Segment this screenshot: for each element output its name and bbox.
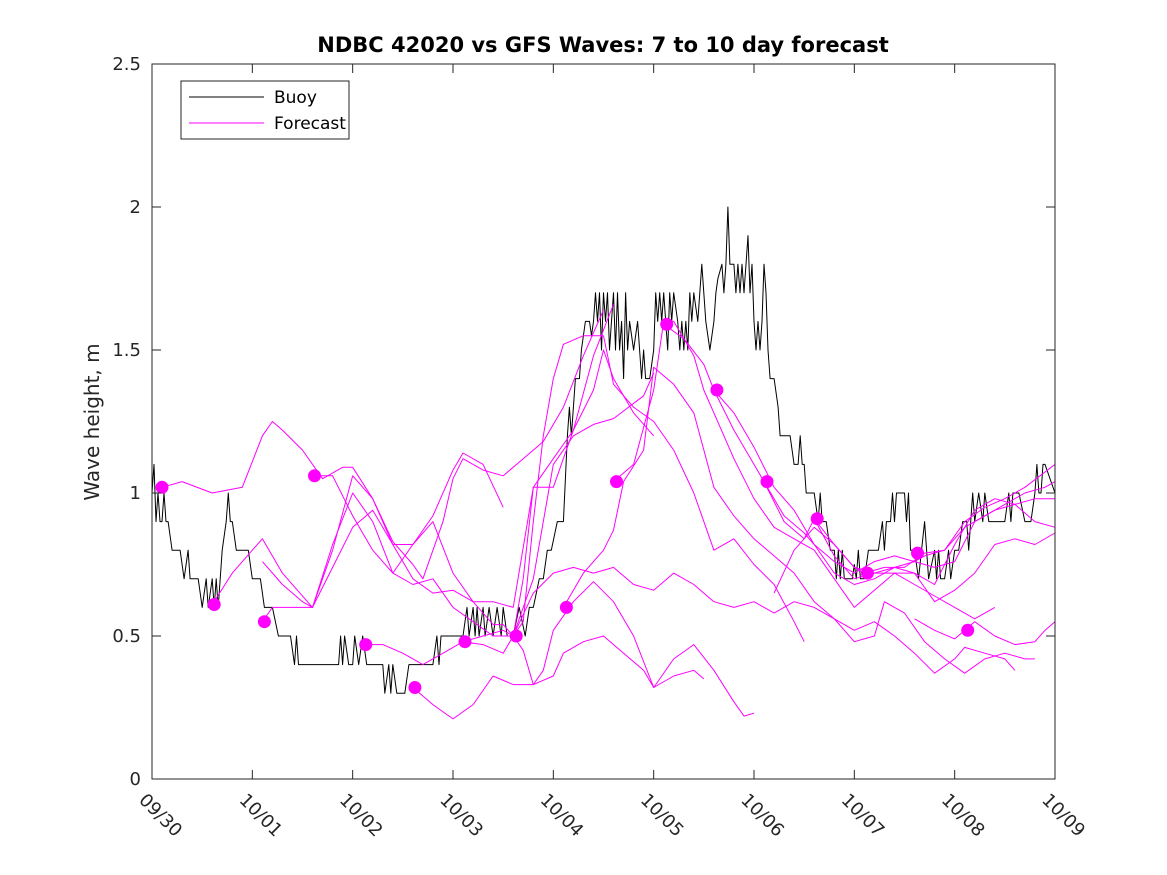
- legend-box: [180, 80, 350, 140]
- forecast-start-marker-16: [961, 623, 975, 637]
- forecast-series-line-9: [512, 566, 1035, 674]
- y-tick-label-4: 2: [130, 197, 141, 218]
- y-tick-label-2: 1: [130, 483, 141, 504]
- forecast-series-line-10: [562, 366, 1016, 674]
- forecast-series-line-3: [261, 309, 604, 622]
- forecast-start-marker-15: [911, 546, 924, 560]
- forecast-start-marker-4: [359, 638, 373, 652]
- forecast-start-marker-1: [207, 598, 221, 611]
- forecast-start-marker-13: [810, 512, 824, 526]
- y-tick-label-1: 0.5: [112, 626, 141, 647]
- y-tick-label-3: 1.5: [112, 340, 141, 361]
- legend-label-forecast: Forecast: [274, 114, 346, 134]
- legend-label-buoy: Buoy: [274, 88, 317, 108]
- forecast-start-marker-7: [509, 629, 523, 643]
- axis-ticks: [151, 63, 1056, 780]
- buoy-series-line: [151, 206, 1056, 694]
- forecast-start-marker-11: [710, 383, 724, 397]
- chart-title: NDBC 42020 vs GFS Waves: 7 to 10 day for…: [317, 33, 888, 57]
- forecast-start-marker-12: [760, 475, 774, 489]
- forecast-series-line-4: [262, 372, 655, 637]
- forecast-start-marker-6: [458, 635, 472, 649]
- forecast-series-line-7: [412, 635, 705, 720]
- plot-markers: [155, 317, 975, 694]
- forecast-start-marker-8: [559, 600, 573, 614]
- forecast-series-line-17: [914, 618, 1056, 646]
- forecast-series-line-1: [161, 421, 504, 545]
- forecast-start-marker-5: [408, 681, 422, 694]
- forecast-series-line-2: [211, 304, 614, 608]
- forecast-start-marker-14: [860, 566, 874, 580]
- y-tick-label-0: 0: [130, 769, 141, 790]
- forecast-start-marker-9: [610, 475, 623, 489]
- forecast-series-line-14: [763, 481, 1056, 585]
- forecast-start-marker-0: [155, 480, 169, 494]
- y-axis-label: Wave height, m: [80, 343, 104, 500]
- forecast-start-marker-2: [257, 615, 271, 629]
- legend: Buoy Forecast: [180, 80, 350, 140]
- forecast-start-marker-10: [660, 317, 674, 331]
- forecast-series-line-6: [362, 335, 805, 666]
- forecast-series-line-5: [312, 349, 655, 637]
- forecast-start-marker-3: [308, 469, 321, 483]
- forecast-series-line-16: [773, 464, 1056, 594]
- y-tick-label-5: 2.5: [112, 54, 141, 75]
- plot-frame: [151, 63, 1056, 780]
